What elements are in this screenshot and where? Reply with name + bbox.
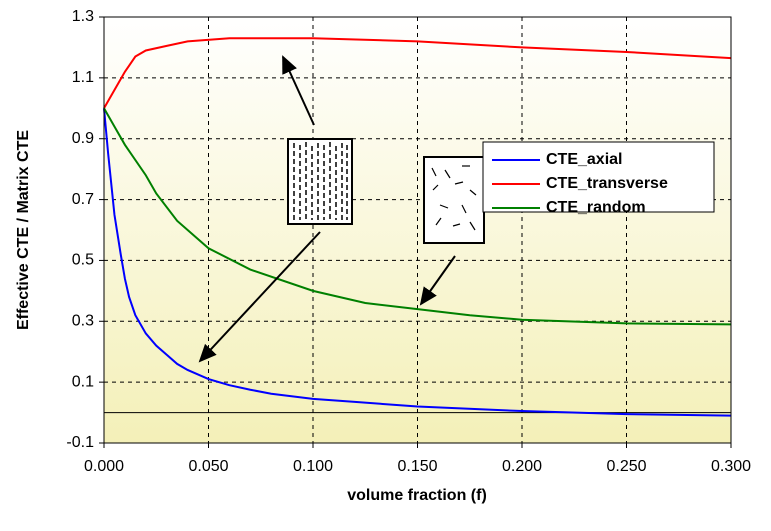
x-tick-label: 0.200 [502,458,542,475]
y-tick-label: 0.3 [72,313,94,330]
x-tick-label: 0.300 [711,458,751,475]
y-tick-label: 0.5 [72,252,94,269]
legend-label: CTE_transverse [546,175,668,192]
series-line [103,37,732,109]
x-tick-label: 0.250 [606,458,646,475]
x-tick-label: 0.150 [397,458,437,475]
random-fibers-inset [423,156,485,244]
lines [103,37,732,417]
y-tick-label: 0.1 [72,373,94,390]
x-tick-label: 0.000 [84,458,124,475]
x-tick-label: 0.100 [293,458,333,475]
arrows [198,55,456,363]
y-axis-label: Effective CTE / Matrix CTE [15,130,32,330]
aligned-fibers-inset [287,138,353,225]
legend-label: CTE_axial [546,151,622,168]
series-line [103,107,732,326]
y-tick-label: 1.3 [72,8,94,25]
y-tick-label: 0.9 [72,130,94,147]
y-tick-label: -0.1 [66,434,94,451]
y-tick-label: 1.1 [72,69,94,86]
x-axis-label: volume fraction (f) [347,487,487,504]
legend-box [482,141,715,213]
legend: CTE_axial CTE_transverse CTE_random [482,141,715,216]
series-line [103,108,732,417]
y-tick-label: 0.7 [72,191,94,208]
x-tick-label: 0.050 [188,458,228,475]
legend-label: CTE_random [546,199,646,216]
